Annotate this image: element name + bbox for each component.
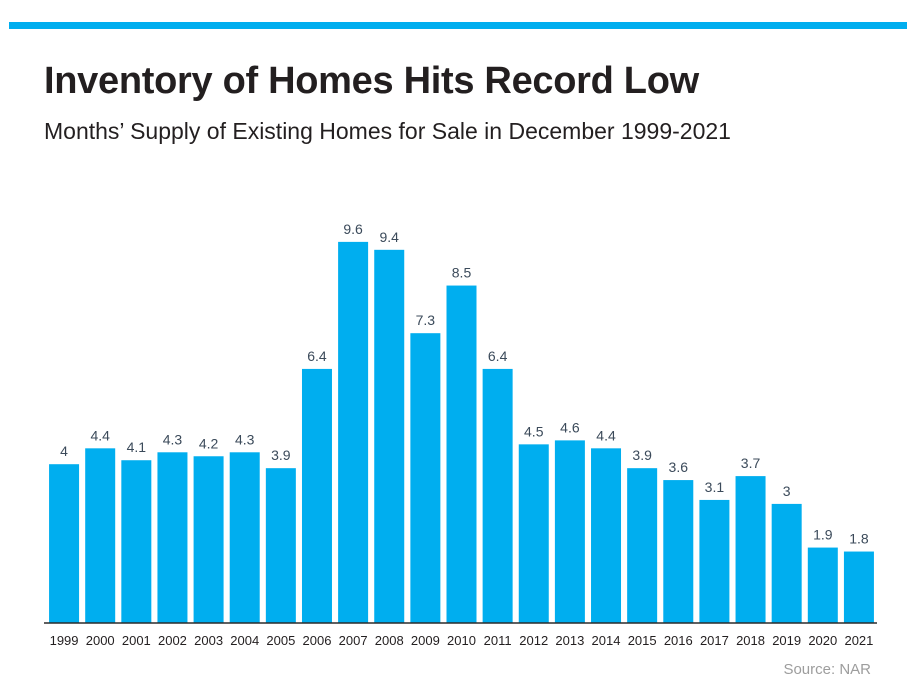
value-label-2021: 1.8 [849,531,869,547]
value-label-2006: 6.4 [307,348,327,364]
tick-label-2008: 2008 [375,633,404,648]
value-label-2010: 8.5 [452,265,472,281]
x-tick-labels-group: 1999 2000 2001 2002 2003 2004 2005 2006 2007 2008… [50,633,874,648]
accent-bar [9,22,907,29]
value-label-2018: 3.7 [741,455,761,471]
tick-label-2015: 2015 [628,633,657,648]
bar-2017 [699,499,730,623]
chart-subtitle: Months’ Supply of Existing Homes for Sal… [44,118,731,144]
tick-label-2017: 2017 [700,633,729,648]
bar-2001 [121,460,152,623]
tick-label-1999: 1999 [50,633,79,648]
chart-title: Inventory of Homes Hits Record Low [44,60,699,102]
bar-2000 [85,448,116,623]
bar-1999 [49,464,80,623]
tick-label-2010: 2010 [447,633,476,648]
bar-2020 [807,547,838,623]
bar-2005 [265,468,296,623]
bar-2004 [229,452,260,623]
value-label-1999: 4 [60,443,68,459]
value-label-2016: 3.6 [669,459,689,475]
bar-2008 [374,249,405,623]
value-label-2002: 4.3 [163,431,183,447]
tick-label-2007: 2007 [339,633,368,648]
bar-2012 [518,444,549,623]
value-label-2017: 3.1 [705,479,725,495]
value-labels-group: 4 4.4 4.1 4.3 4.2 4.3 3.9 6.4 9.6 9.4 7.3 8.5 6.4 4.5… [60,221,869,547]
source-note: Source: NAR [783,661,871,678]
value-label-2007: 9.6 [343,221,363,237]
bar-2021 [843,551,874,623]
value-label-2009: 7.3 [416,312,436,328]
tick-label-2004: 2004 [230,633,259,648]
tick-label-2013: 2013 [555,633,584,648]
bar-2006 [301,368,332,623]
tick-label-2020: 2020 [808,633,837,648]
value-label-2003: 4.2 [199,435,219,451]
value-label-2004: 4.3 [235,431,255,447]
value-label-2012: 4.5 [524,423,544,439]
bar-2014 [591,448,622,623]
bar-2009 [410,333,441,623]
tick-label-2009: 2009 [411,633,440,648]
bar-2015 [627,468,658,623]
tick-label-2001: 2001 [122,633,151,648]
value-label-2005: 3.9 [271,447,291,463]
value-label-2019: 3 [783,483,791,499]
bar-2011 [482,368,513,623]
bar-2016 [663,480,694,623]
tick-label-2006: 2006 [303,633,332,648]
value-label-2001: 4.1 [127,439,147,455]
value-label-2000: 4.4 [90,427,110,443]
tick-label-2011: 2011 [484,633,512,648]
value-label-2020: 1.9 [813,527,833,543]
bar-2002 [157,452,188,623]
tick-label-2014: 2014 [592,633,621,648]
tick-label-2002: 2002 [158,633,187,648]
tick-label-2000: 2000 [86,633,115,648]
value-label-2011: 6.4 [488,348,508,364]
value-label-2008: 9.4 [380,229,400,245]
value-label-2014: 4.4 [596,427,616,443]
bar-2003 [193,456,224,623]
tick-label-2019: 2019 [772,633,801,648]
bar-2018 [735,476,766,623]
bar-2007 [338,241,369,623]
bar-2019 [771,503,802,623]
bar-2013 [554,440,585,623]
value-label-2013: 4.6 [560,419,580,435]
tick-label-2021: 2021 [844,633,873,648]
tick-label-2003: 2003 [194,633,223,648]
bars-group [49,241,874,623]
bar-2010 [446,285,477,623]
tick-label-2012: 2012 [519,633,548,648]
tick-label-2016: 2016 [664,633,693,648]
tick-label-2018: 2018 [736,633,765,648]
tick-label-2005: 2005 [266,633,295,648]
value-label-2015: 3.9 [632,447,652,463]
